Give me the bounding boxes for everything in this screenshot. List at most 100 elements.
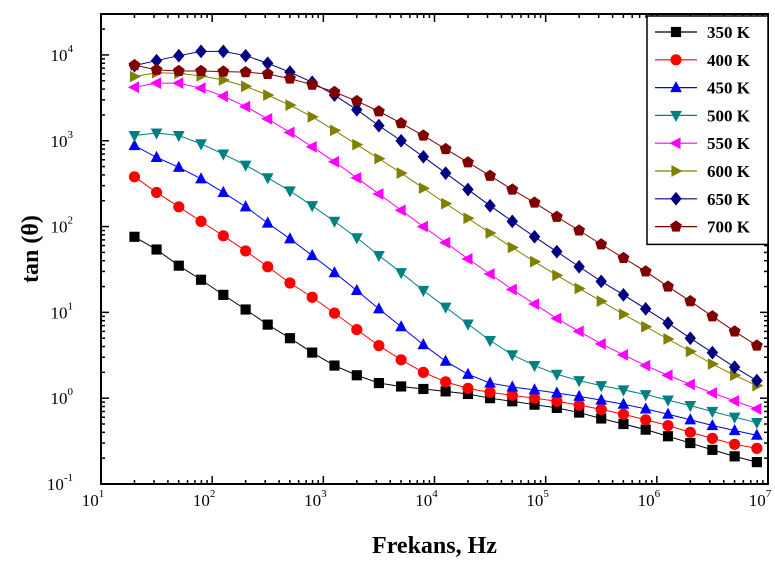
legend-marker	[670, 26, 682, 38]
x-tick-label: 107	[749, 488, 772, 510]
data-point	[283, 126, 295, 139]
data-point	[639, 390, 652, 402]
data-point	[462, 367, 474, 379]
data-point	[728, 423, 741, 436]
data-point	[239, 100, 251, 113]
data-point	[484, 376, 496, 388]
data-point	[172, 130, 185, 143]
data-point	[439, 302, 452, 314]
data-point	[173, 201, 185, 213]
data-point	[417, 129, 430, 141]
data-point	[639, 265, 652, 277]
data-point	[461, 253, 473, 265]
x-tick-label: 104	[415, 488, 438, 510]
data-point	[396, 167, 408, 179]
data-point	[395, 117, 408, 129]
data-point	[195, 172, 207, 184]
data-point	[329, 124, 342, 137]
data-point	[239, 160, 252, 172]
data-point	[261, 56, 274, 71]
data-point	[484, 169, 496, 181]
data-point	[751, 373, 763, 388]
data-point	[149, 77, 162, 89]
legend-item: 700 K	[655, 218, 751, 237]
data-point	[528, 392, 541, 404]
data-point	[150, 150, 163, 162]
data-point	[594, 337, 606, 350]
data-point	[195, 64, 207, 77]
data-point	[728, 412, 741, 424]
data-point	[440, 376, 452, 388]
data-point	[416, 220, 428, 233]
legend-marker	[670, 81, 682, 93]
series-700k	[128, 58, 763, 351]
data-point	[195, 274, 207, 285]
data-point	[217, 230, 229, 242]
data-point	[707, 358, 719, 370]
data-point	[284, 333, 296, 344]
data-point	[350, 94, 363, 107]
data-point	[529, 255, 542, 268]
data-point	[261, 112, 273, 125]
data-point	[595, 381, 608, 393]
data-point	[261, 67, 274, 80]
data-point	[506, 380, 519, 392]
data-point	[596, 413, 607, 424]
data-point	[417, 149, 430, 164]
data-point	[484, 335, 496, 348]
data-point	[306, 291, 318, 303]
data-point	[241, 80, 253, 93]
data-point	[128, 130, 141, 143]
data-point	[351, 102, 363, 117]
data-point	[573, 259, 585, 274]
data-point	[662, 407, 674, 419]
data-point	[329, 360, 340, 371]
legend-label: 600 K	[707, 162, 751, 181]
legend-label: 550 K	[707, 134, 751, 153]
data-point	[352, 138, 364, 151]
data-point	[550, 312, 562, 325]
data-point	[641, 320, 653, 333]
legend-marker	[670, 54, 682, 66]
data-point	[639, 359, 651, 372]
data-point	[150, 128, 163, 140]
data-point	[351, 323, 363, 336]
data-point	[684, 331, 697, 346]
legend: 350 K 400 K 450 K 500 K 550 K 600 K 650 K 700 K	[646, 15, 769, 246]
data-point	[707, 444, 718, 455]
data-point	[527, 298, 540, 310]
data-point	[439, 166, 452, 180]
data-point	[550, 386, 563, 398]
legend-marker	[671, 165, 683, 177]
data-point	[462, 182, 474, 197]
data-point	[574, 282, 586, 295]
data-point	[351, 370, 362, 381]
series-400k	[128, 171, 763, 454]
data-point	[506, 183, 519, 195]
data-point	[172, 160, 185, 172]
series-350k	[129, 231, 762, 468]
data-point	[239, 48, 252, 63]
data-point	[441, 197, 453, 210]
data-point	[305, 140, 317, 153]
data-point	[217, 65, 230, 77]
legend-item: 600 K	[655, 162, 751, 181]
data-point	[350, 233, 363, 245]
data-point	[662, 431, 674, 442]
data-point	[284, 72, 296, 84]
data-point	[573, 224, 586, 236]
data-point	[128, 138, 141, 151]
legend-label: 400 K	[707, 51, 751, 70]
data-point	[284, 232, 296, 244]
legend-marker	[670, 220, 682, 232]
data-point	[617, 397, 630, 409]
data-point	[306, 78, 319, 90]
data-point	[373, 340, 385, 352]
data-point	[439, 142, 452, 155]
data-point	[505, 283, 517, 296]
legend-marker	[670, 191, 682, 206]
data-point	[640, 414, 652, 426]
data-point	[172, 64, 185, 77]
data-point	[396, 381, 407, 392]
data-point	[306, 201, 319, 213]
